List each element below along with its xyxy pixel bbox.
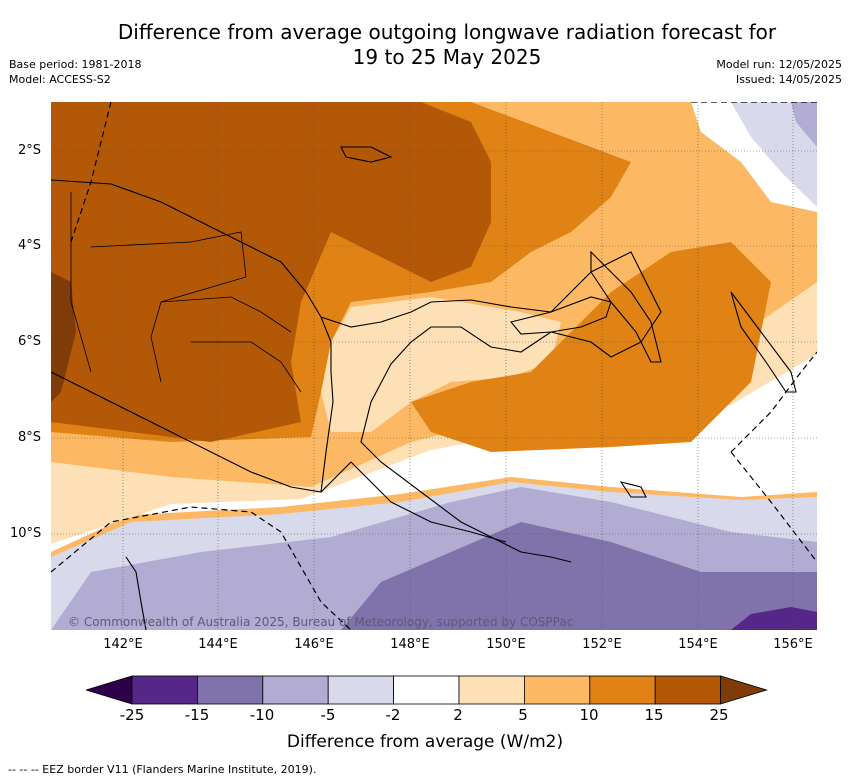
lat-label-6s: 6°S bbox=[18, 334, 42, 349]
trobriand-islands bbox=[619, 481, 647, 498]
new-britain bbox=[510, 296, 612, 335]
issued-date: Issued: 14/05/2025 bbox=[735, 73, 842, 86]
colorbar-segment bbox=[131, 675, 198, 705]
colorbar-tick: -10 bbox=[249, 706, 275, 724]
colorbar-segment bbox=[327, 675, 394, 705]
colorbar-segment bbox=[523, 675, 591, 705]
base-period: Base period: 1981-2018 bbox=[9, 58, 142, 71]
colorbar-tick: 5 bbox=[518, 706, 528, 724]
map-canvas bbox=[51, 102, 817, 630]
graticule bbox=[51, 102, 817, 630]
lon-label-144e: 144°E bbox=[198, 637, 238, 652]
lon-label-142e: 142°E bbox=[103, 637, 143, 652]
colorbar-extend-high bbox=[720, 675, 768, 705]
band-pos-10-15-east bbox=[411, 242, 771, 452]
anomaly-map: © Commonwealth of Australia 2025, Bureau… bbox=[51, 102, 817, 630]
colorbar-label: Difference from average (W/m2) bbox=[286, 732, 564, 752]
lat-label-4s: 4°S bbox=[18, 238, 42, 253]
colorbar-tick: -15 bbox=[184, 706, 210, 724]
colorbar-segment bbox=[458, 675, 525, 705]
title-line-2: 19 to 25 May 2025 bbox=[352, 45, 542, 69]
colorbar-tick: 10 bbox=[579, 706, 599, 724]
colorbar-extend-low bbox=[84, 675, 133, 705]
colorbar-segment bbox=[589, 675, 656, 705]
band-pos-15-25-nw bbox=[51, 102, 111, 142]
lat-label-10s: 10°S bbox=[10, 526, 42, 541]
eez-borders bbox=[51, 102, 817, 630]
colorbar-segment bbox=[393, 675, 460, 705]
manus-island bbox=[340, 146, 393, 163]
colorbar-segment bbox=[197, 675, 264, 705]
colorbar-tick: -5 bbox=[320, 706, 336, 724]
eez-footnote: -- -- -- EEZ border V11 (Flanders Marine… bbox=[8, 763, 317, 776]
band-darkest-purple bbox=[731, 607, 817, 630]
band-purple-ne bbox=[791, 102, 817, 147]
lon-label-154e: 154°E bbox=[678, 637, 718, 652]
lon-label-146e: 146°E bbox=[294, 637, 334, 652]
bougainville bbox=[730, 291, 797, 393]
border-png-indonesia bbox=[320, 316, 334, 493]
colorbar-tick: 25 bbox=[709, 706, 729, 724]
meta-right: Model run: 12/05/2025 Issued: 14/05/2025 bbox=[716, 57, 842, 87]
copyright-notice: © Commonwealth of Australia 2025, Bureau… bbox=[68, 615, 574, 629]
model-run: Model run: 12/05/2025 bbox=[716, 58, 842, 71]
colorbar-segment bbox=[654, 675, 722, 705]
colorbar-tick: 15 bbox=[644, 706, 664, 724]
colorbar-segments bbox=[84, 675, 768, 705]
new-ireland bbox=[590, 250, 662, 363]
lon-label-148e: 148°E bbox=[390, 637, 430, 652]
colorbar bbox=[84, 675, 768, 709]
lat-label-8s: 8°S bbox=[18, 430, 42, 445]
colorbar-tick: -25 bbox=[119, 706, 145, 724]
lon-label-150e: 150°E bbox=[486, 637, 526, 652]
map-title: Difference from average outgoing longwav… bbox=[0, 20, 850, 70]
band-pos-15-25 bbox=[51, 102, 491, 442]
lat-label-2s: 2°S bbox=[18, 143, 42, 158]
colorbar-svg bbox=[84, 675, 768, 705]
band-pale-peach-centre bbox=[321, 297, 561, 432]
provincial-borders bbox=[70, 192, 302, 393]
colorbar-segment bbox=[262, 675, 329, 705]
lon-label-156e: 156°E bbox=[773, 637, 813, 652]
colorbar-tick: 2 bbox=[453, 706, 463, 724]
lon-label-152e: 152°E bbox=[582, 637, 622, 652]
cape-york bbox=[125, 556, 147, 630]
colorbar-tick: -2 bbox=[385, 706, 401, 724]
band-white bbox=[51, 352, 817, 552]
title-line-1: Difference from average outgoing longwav… bbox=[117, 20, 777, 44]
band-lavender-ne bbox=[731, 102, 817, 207]
model-name: Model: ACCESS-S2 bbox=[9, 73, 111, 86]
band-pos-over-25 bbox=[51, 272, 76, 402]
coastlines bbox=[51, 146, 797, 630]
meta-left: Base period: 1981-2018 Model: ACCESS-S2 bbox=[9, 57, 141, 87]
